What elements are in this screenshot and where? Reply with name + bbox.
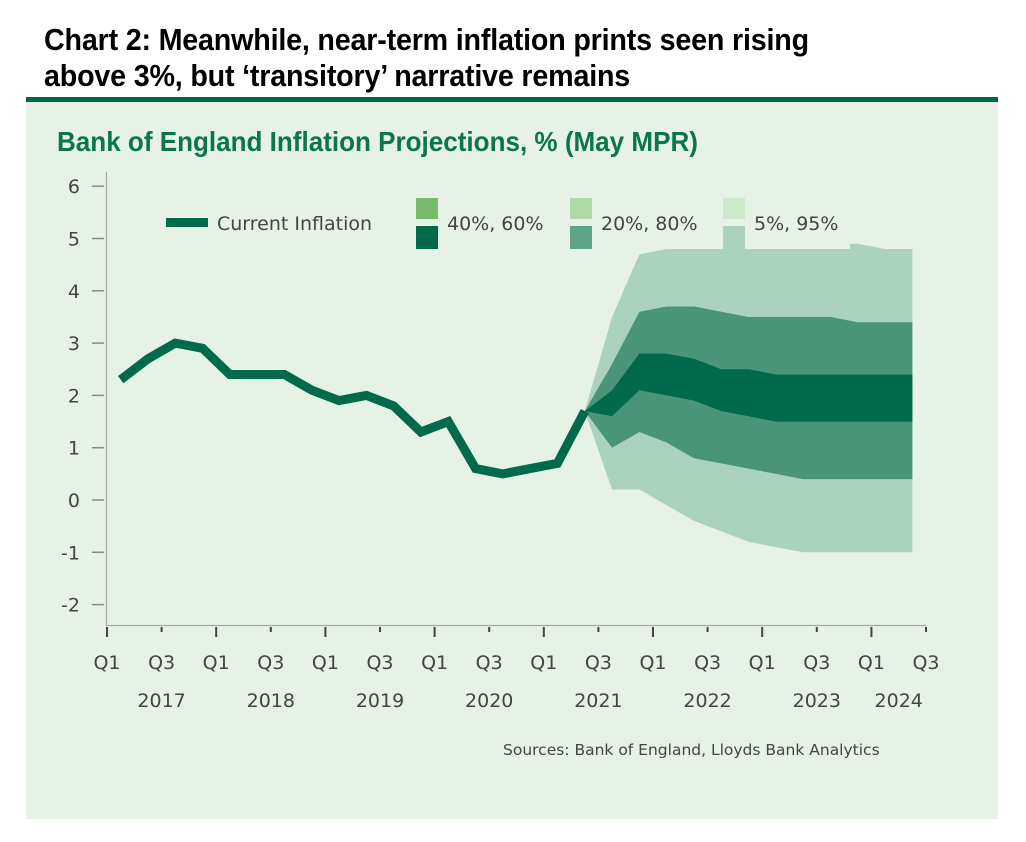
x-tick-label: Q1 (93, 652, 120, 674)
line-layer (117, 338, 589, 479)
fan-band-40-60 (584, 353, 913, 422)
x-tick-label: Q3 (366, 652, 393, 674)
x-tick-label: Q1 (858, 652, 885, 674)
y-tick-label: -2 (61, 595, 80, 617)
x-year-label: 2020 (465, 690, 513, 712)
x-tick-label: Q3 (257, 652, 284, 674)
x-tick-label: Q3 (476, 652, 503, 674)
legend: Current Inflation 40%, 60% 20%, 80% 5%, 95% (152, 193, 850, 249)
legend-label-40-60: 40%, 60% (447, 213, 544, 235)
headline-line-1: Chart 2: Meanwhile, near-term inflation … (44, 23, 809, 57)
x-tick-label: Q1 (312, 652, 339, 674)
sources-note: Sources: Bank of England, Lloyds Bank An… (503, 741, 880, 759)
current-inflation-line (117, 338, 589, 479)
legend-swatch-bottom-5-95 (723, 226, 745, 249)
legend-swatch-bottom-40-60 (416, 226, 438, 249)
x-tick-label: Q3 (694, 652, 721, 674)
fan-layer (584, 243, 913, 553)
x-tick-label: Q3 (148, 652, 175, 674)
y-tick-label: 5 (68, 229, 80, 251)
x-tick-label: Q1 (639, 652, 666, 674)
chart-headline: Chart 2: Meanwhile, near-term inflation … (44, 22, 946, 94)
y-tick-label: 1 (68, 438, 80, 460)
x-year-label: 2017 (137, 690, 185, 712)
chart-title: Bank of England Inflation Projections, %… (57, 126, 698, 157)
y-tick-label: -1 (61, 542, 80, 564)
y-tick-label: 3 (68, 333, 80, 355)
x-tick-label: Q1 (530, 652, 557, 674)
y-tick-label: 6 (68, 176, 80, 198)
x-year-label: 2021 (574, 690, 622, 712)
y-tick-label: 0 (68, 490, 80, 512)
legend-swatch-current-inflation (166, 218, 208, 227)
legend-label-current-inflation: Current Inflation (217, 213, 372, 235)
x-tick-label: Q1 (203, 652, 230, 674)
x-year-label: 2023 (793, 690, 841, 712)
x-year-label: 2024 (875, 690, 923, 712)
legend-label-5-95: 5%, 95% (754, 213, 838, 235)
x-tick-label: Q1 (421, 652, 448, 674)
axes: 6 5 4 3 2 1 0 -1 -2 Q1 Q3 Q1 Q3 Q1 Q3 Q1 Q3 Q1 Q3 Q1 Q3 Q1 Q3 Q… (61, 172, 940, 712)
legend-swatch-bottom-20-80 (570, 226, 592, 249)
y-tick-label: 4 (68, 281, 80, 303)
legend-swatch-top-20-80 (570, 198, 592, 219)
x-year-label: 2018 (247, 690, 295, 712)
legend-label-20-80: 20%, 80% (601, 213, 698, 235)
x-tick-label: Q1 (749, 652, 776, 674)
x-year-label: 2019 (356, 690, 404, 712)
legend-swatch-top-5-95 (723, 198, 745, 219)
headline-divider (26, 97, 998, 102)
x-tick-label: Q3 (803, 652, 830, 674)
legend-swatch-top-40-60 (416, 198, 438, 219)
y-tick-label: 2 (68, 385, 80, 407)
x-tick-label: Q3 (585, 652, 612, 674)
headline-line-2: above 3%, but ‘transitory’ narrative rem… (44, 59, 631, 93)
x-year-label: 2022 (683, 690, 731, 712)
x-tick-label: Q3 (912, 652, 939, 674)
